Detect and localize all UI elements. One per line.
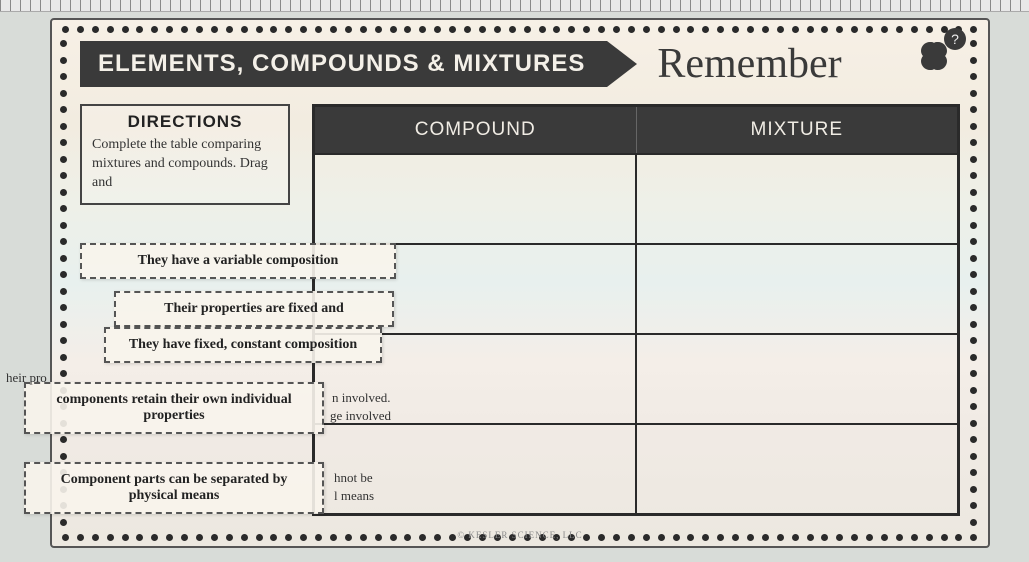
card-fragment: ge involved [330, 408, 391, 424]
col-header-compound: COMPOUND [315, 107, 637, 153]
col-header-mixture: MIXTURE [637, 107, 958, 153]
title-text: ELEMENTS, COMPOUNDS & MIXTURES [98, 50, 585, 78]
table-cell[interactable] [637, 245, 957, 333]
card-fragment: hnot be [334, 470, 373, 486]
dotted-border-top [62, 26, 978, 36]
card-fragment: heir pro [6, 370, 47, 386]
directions-body: Complete the table comparing mixtures an… [92, 136, 278, 193]
card-fragment: n involved. [332, 390, 391, 406]
card-fragment: l means [334, 488, 374, 504]
app-ruler [0, 0, 1029, 12]
table-body [315, 153, 957, 513]
draggable-card[interactable]: Component parts can be separated by phys… [24, 462, 324, 514]
footer-credit: © KESLER SCIENCE, LLC [52, 530, 988, 540]
table-row[interactable] [315, 333, 957, 423]
table-row[interactable] [315, 423, 957, 513]
table-cell[interactable] [637, 155, 957, 243]
draggable-card[interactable]: They have fixed, constant composition [104, 327, 382, 363]
worksheet-page: ELEMENTS, COMPOUNDS & MIXTURES Remember … [50, 18, 990, 548]
table-row[interactable] [315, 153, 957, 243]
comparison-table: COMPOUND MIXTURE [312, 104, 960, 516]
dotted-border-right [970, 40, 980, 526]
page-header: ELEMENTS, COMPOUNDS & MIXTURES Remember … [80, 38, 960, 90]
table-cell[interactable] [637, 425, 957, 513]
directions-box: DIRECTIONS Complete the table comparing … [80, 104, 290, 205]
table-cell[interactable] [315, 155, 637, 243]
table-row[interactable] [315, 243, 957, 333]
draggable-card[interactable]: They have a variable composition [80, 243, 396, 279]
title-banner: ELEMENTS, COMPOUNDS & MIXTURES [80, 41, 607, 87]
table-header-row: COMPOUND MIXTURE [315, 107, 957, 153]
draggable-card[interactable]: Their properties are fixed and [114, 291, 394, 327]
remember-label: Remember [657, 40, 841, 88]
table-cell[interactable] [637, 335, 957, 423]
dotted-border-left [60, 40, 70, 526]
brain-icon: ? [914, 34, 960, 90]
directions-title: DIRECTIONS [92, 112, 278, 132]
draggable-card[interactable]: components retain their own individual p… [24, 382, 324, 434]
question-badge: ? [944, 28, 966, 50]
